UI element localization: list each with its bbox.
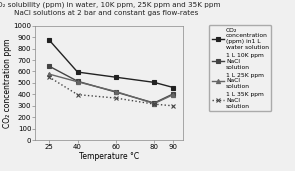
- Y-axis label: CO₂ concentration ppm: CO₂ concentration ppm: [3, 38, 12, 128]
- Text: CO₂ solubility (ppm) in water, 10K ppm, 25K ppm and 35K ppm
NaCl solutions at 2 : CO₂ solubility (ppm) in water, 10K ppm, …: [0, 2, 220, 16]
- Legend: CO₂
concentration
(ppm) in1 L
water solution, 1 L 10K ppm
NaCl
solution, 1 L 25K: CO₂ concentration (ppm) in1 L water solu…: [209, 25, 271, 111]
- X-axis label: Temperature °C: Temperature °C: [79, 152, 139, 161]
